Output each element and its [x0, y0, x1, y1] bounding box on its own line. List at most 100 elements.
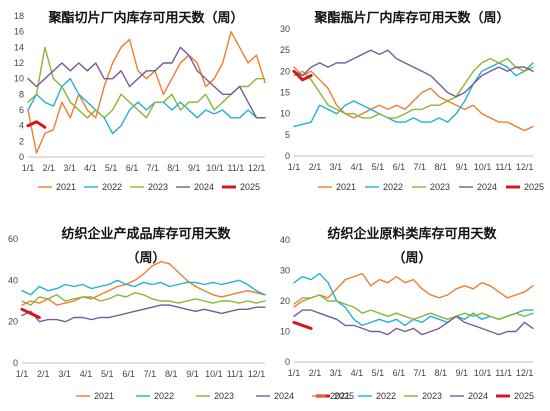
- chart-3-series-2023: [21, 292, 266, 306]
- chart-2-series-2022: [293, 62, 534, 128]
- chart-3-legend-label-2022: 2022: [154, 391, 174, 401]
- chart-4-ytick: 10: [280, 327, 290, 337]
- chart-1-series-2022: [27, 77, 266, 135]
- chart-2-ytick: 25: [280, 45, 290, 55]
- chart-2-legend-label-2025: 2025: [524, 182, 544, 192]
- chart-3-legend-label-2021: 2021: [94, 391, 114, 401]
- chart-4-ytick: 0: [285, 357, 290, 367]
- chart-4-xtick: 9/1: [455, 368, 468, 378]
- chart-1-ytick: 6: [19, 105, 24, 115]
- chart-4-series-2025: [292, 320, 313, 330]
- chart-1-legend-label-2021: 2021: [56, 182, 76, 192]
- chart-4-xtick: 10/1: [474, 368, 492, 378]
- chart-3-legend-label-2025: 2025: [334, 391, 354, 401]
- chart-3-series-2024: [21, 304, 266, 323]
- chart-3-xtick: 10/1: [205, 369, 223, 379]
- chart-4-xtick: 1/1: [288, 368, 301, 378]
- chart-3-xtick: 1/1: [16, 369, 29, 379]
- chart-2-legend-label-2022: 2022: [383, 182, 403, 192]
- chart-3-ytick: 40: [8, 275, 18, 285]
- chart-1-ytick: 12: [14, 58, 24, 68]
- chart-4-series-2023: [293, 294, 534, 320]
- chart-3-title-unit: （周）: [126, 250, 165, 266]
- chart-2-xtick: 11/1: [495, 162, 512, 172]
- chart-3-series-2025: [20, 307, 41, 319]
- chart-2-xtick: 3/1: [330, 162, 343, 172]
- chart-3-xtick: 3/1: [58, 369, 71, 379]
- chart-3-ytick: 20: [8, 317, 18, 327]
- chart-2-xtick: 5/1: [372, 162, 385, 172]
- chart-4-xtick: 12/1: [516, 368, 534, 378]
- chart-2-legend-label-2024: 2024: [477, 182, 497, 192]
- chart-4-legend-label-2022: 2022: [376, 391, 396, 401]
- chart-2-title: 聚酯瓶片厂内库存可用天数（周）: [313, 10, 509, 26]
- chart-1-xtick: 5/1: [105, 163, 118, 173]
- chart-2-series-2021: [293, 66, 534, 132]
- chart-1-legend-label-2025: 2025: [240, 182, 260, 192]
- chart-4-xtick: 7/1: [414, 368, 427, 378]
- chart-1-xtick: 11/1: [227, 163, 244, 173]
- chart-1-xtick: 6/1: [126, 163, 139, 173]
- chart-1-xtick: 7/1: [146, 163, 159, 173]
- chart-1-xtick: 8/1: [167, 163, 180, 173]
- chart-1-series-2021: [27, 31, 266, 154]
- chart-3-xtick: 5/1: [101, 369, 114, 379]
- chart-2-xtick: 7/1: [414, 162, 427, 172]
- chart-1-title: 聚酯切片厂内库存可用天数（周）: [47, 10, 243, 26]
- chart-1-legend-label-2022: 2022: [102, 182, 122, 192]
- chart-4-title: 纺织企业原料类库存可用天数: [327, 226, 497, 242]
- chart-3-xtick: 2/1: [37, 369, 50, 379]
- chart-2-ytick: 10: [280, 109, 290, 119]
- chart-4-legend-label-2025: 2025: [514, 391, 534, 401]
- chart-4-series-2021: [293, 272, 534, 308]
- chart-1-xtick: 12/1: [248, 163, 266, 173]
- chart-2-xtick: 12/1: [516, 162, 534, 172]
- chart-4-xtick: 5/1: [372, 368, 385, 378]
- chart-4-legend-label-2024: 2024: [468, 391, 488, 401]
- chart-2-legend-label-2021: 2021: [336, 182, 356, 192]
- chart-2-xtick: 2/1: [309, 162, 322, 172]
- chart-1-series-2023: [27, 46, 266, 119]
- chart-1-series-2024: [27, 46, 266, 119]
- chart-1-ytick: 18: [14, 11, 24, 21]
- chart-1-ytick: 10: [14, 74, 24, 84]
- chart-4-xtick: 3/1: [330, 368, 343, 378]
- chart-4-xtick: 2/1: [309, 368, 322, 378]
- chart-3-series-2022: [21, 279, 266, 296]
- chart-3-xtick: 9/1: [186, 369, 199, 379]
- chart-2-xtick: 1/1: [288, 162, 301, 172]
- chart-1-legend-label-2023: 2023: [148, 182, 168, 192]
- chart-4-legend-label-2021: 2021: [330, 391, 350, 401]
- chart-1-ytick: 16: [14, 27, 24, 37]
- chart-2-ytick: 20: [280, 66, 290, 76]
- chart-2-legend-label-2023: 2023: [430, 182, 450, 192]
- chart-4-title-unit: （周）: [392, 250, 431, 266]
- chart-4-ytick: 20: [280, 296, 290, 306]
- chart-3-xtick: 7/1: [144, 369, 157, 379]
- chart-3-ytick: 60: [8, 234, 18, 244]
- chart-1-ytick: 0: [19, 152, 24, 162]
- chart-2-xtick: 9/1: [455, 162, 468, 172]
- chart-2-xtick: 4/1: [351, 162, 364, 172]
- chart-2-ytick: 0: [285, 151, 290, 161]
- chart-2-ytick: 15: [280, 88, 290, 98]
- chart-2-xtick: 8/1: [434, 162, 447, 172]
- chart-4-xtick: 6/1: [393, 368, 406, 378]
- chart-4-xtick: 11/1: [495, 368, 512, 378]
- chart-3-xtick: 12/1: [248, 369, 266, 379]
- chart-2-series-2025: [292, 69, 313, 82]
- chart-1-ytick: 2: [19, 136, 24, 146]
- chart-3-series-2021: [21, 261, 266, 306]
- chart-4-legend-label-2023: 2023: [422, 391, 442, 401]
- chart-2-series-2024: [293, 49, 534, 98]
- chart-3-legend-label-2024: 2024: [274, 391, 294, 401]
- chart-3-xtick: 4/1: [80, 369, 93, 379]
- chart-1-ytick: 14: [14, 42, 24, 52]
- chart-1-xtick: 3/1: [63, 163, 76, 173]
- chart-3-legend-label-2023: 2023: [214, 391, 234, 401]
- chart-3-xtick: 8/1: [165, 369, 178, 379]
- chart-1-ytick: 8: [19, 89, 24, 99]
- chart-3-xtick: 6/1: [122, 369, 135, 379]
- chart-2-series-2023: [293, 57, 534, 119]
